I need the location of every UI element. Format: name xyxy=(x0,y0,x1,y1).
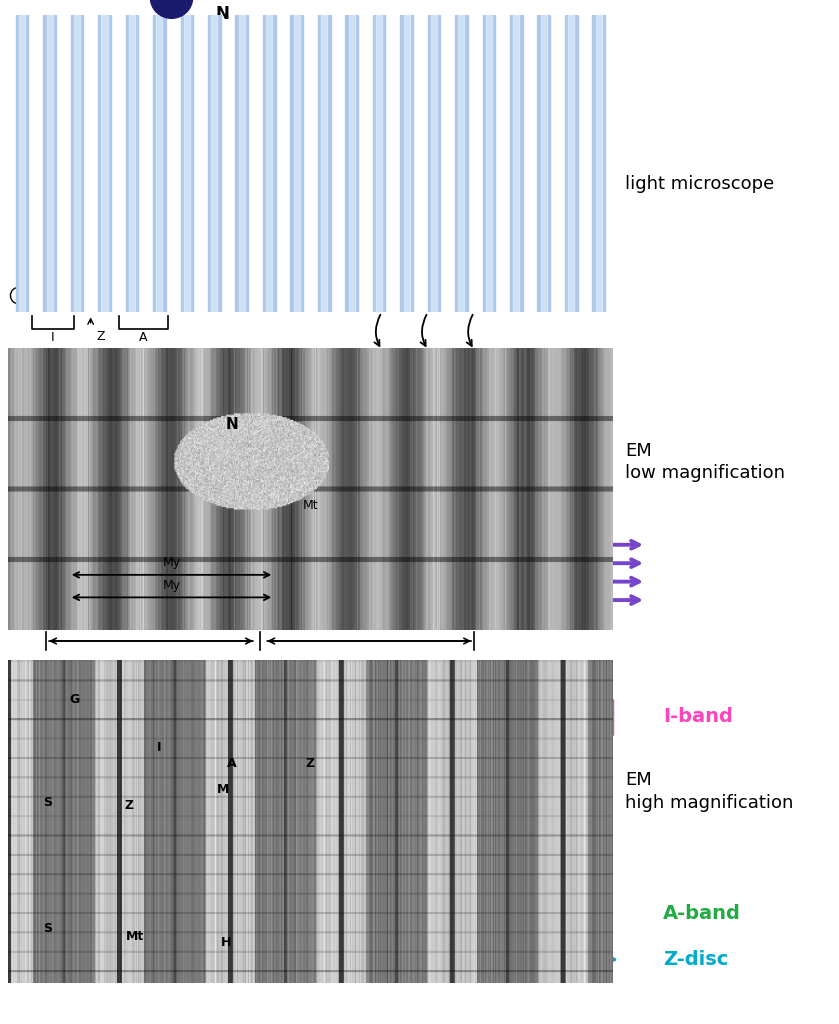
Bar xyxy=(348,15,355,312)
Bar xyxy=(431,15,437,312)
Bar xyxy=(290,15,303,312)
Bar xyxy=(592,15,605,312)
Text: low magnification: low magnification xyxy=(625,464,785,482)
Bar xyxy=(98,15,111,312)
Bar xyxy=(263,15,275,312)
Bar xyxy=(153,15,166,312)
Text: c: c xyxy=(15,962,22,975)
Text: H: H xyxy=(221,936,231,949)
Bar xyxy=(294,15,300,312)
Bar xyxy=(129,15,135,312)
Text: Z: Z xyxy=(96,330,105,343)
Bar xyxy=(404,15,409,312)
Text: I: I xyxy=(157,741,162,754)
Bar xyxy=(458,15,465,312)
Text: sarcomere: sarcomere xyxy=(336,618,399,632)
Bar xyxy=(373,15,385,312)
Text: A-band: A-band xyxy=(663,904,741,923)
Text: Mt: Mt xyxy=(303,500,318,512)
Bar xyxy=(596,15,602,312)
Bar xyxy=(74,15,80,312)
Text: light microscope: light microscope xyxy=(625,175,774,194)
Bar xyxy=(211,15,217,312)
Text: I-band: I-band xyxy=(663,708,732,726)
Bar xyxy=(400,15,413,312)
Text: A: A xyxy=(139,331,148,344)
Bar xyxy=(568,15,575,312)
Text: S: S xyxy=(43,796,52,809)
Bar xyxy=(19,15,25,312)
Text: My: My xyxy=(163,556,180,569)
Text: N: N xyxy=(216,4,229,23)
Text: Z: Z xyxy=(125,799,133,812)
Bar xyxy=(208,15,221,312)
Text: Z: Z xyxy=(306,757,315,770)
Bar xyxy=(266,15,273,312)
Text: G: G xyxy=(70,692,80,706)
Bar xyxy=(321,15,327,312)
Text: sarcomere: sarcomere xyxy=(120,618,182,632)
Text: high magnification: high magnification xyxy=(625,794,794,812)
Bar xyxy=(513,15,519,312)
Bar xyxy=(180,15,193,312)
Bar xyxy=(184,15,190,312)
Text: I: I xyxy=(51,331,55,344)
Bar xyxy=(376,15,382,312)
Bar xyxy=(44,15,56,312)
Text: b: b xyxy=(15,608,23,622)
Ellipse shape xyxy=(150,0,193,18)
Bar xyxy=(46,15,53,312)
Bar xyxy=(318,15,331,312)
Bar xyxy=(541,15,547,312)
Bar xyxy=(102,15,107,312)
Text: Z-disc: Z-disc xyxy=(663,950,728,969)
Bar xyxy=(428,15,440,312)
Text: M: M xyxy=(216,783,229,796)
Bar xyxy=(70,15,83,312)
Bar xyxy=(565,15,577,312)
Text: EM: EM xyxy=(625,771,652,790)
Bar xyxy=(236,15,248,312)
Text: N: N xyxy=(226,417,238,432)
Bar xyxy=(482,15,495,312)
Bar xyxy=(486,15,492,312)
Text: My: My xyxy=(163,579,180,592)
Bar xyxy=(346,15,358,312)
Bar xyxy=(455,15,468,312)
Bar xyxy=(126,15,138,312)
Bar xyxy=(239,15,245,312)
Bar xyxy=(510,15,523,312)
Bar xyxy=(16,15,29,312)
Text: Mt: Mt xyxy=(126,930,144,943)
Text: A: A xyxy=(227,757,237,770)
Text: a: a xyxy=(15,289,23,302)
Text: S: S xyxy=(43,922,52,935)
Text: EM: EM xyxy=(625,441,652,460)
Bar xyxy=(538,15,550,312)
Bar xyxy=(156,15,163,312)
